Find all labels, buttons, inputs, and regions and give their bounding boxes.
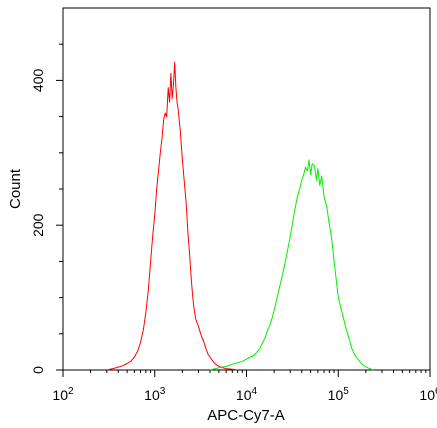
y-axis-title: Count — [7, 168, 24, 209]
x-tick-label: 106 — [419, 386, 437, 403]
x-axis-title: APC-Cy7-A — [207, 407, 285, 424]
histogram-series-1 — [106, 61, 238, 371]
x-tick-label: 104 — [236, 386, 258, 403]
x-minor-ticks — [59, 43, 427, 373]
series-layer — [106, 61, 374, 371]
y-tick-label: 400 — [30, 69, 46, 93]
x-tick-label: 105 — [328, 386, 350, 403]
histogram-series-2 — [209, 159, 374, 371]
plot-frame — [62, 7, 431, 371]
y-tick-label: 200 — [30, 213, 46, 237]
y-tick-label: 0 — [30, 366, 46, 374]
major-ticks — [56, 79, 431, 377]
x-tick-labels: 102 103 104 105 106 — [52, 386, 437, 403]
y-tick-labels: 0 200 400 — [30, 69, 46, 374]
x-tick-label: 103 — [144, 386, 166, 403]
x-tick-label: 102 — [52, 386, 74, 403]
